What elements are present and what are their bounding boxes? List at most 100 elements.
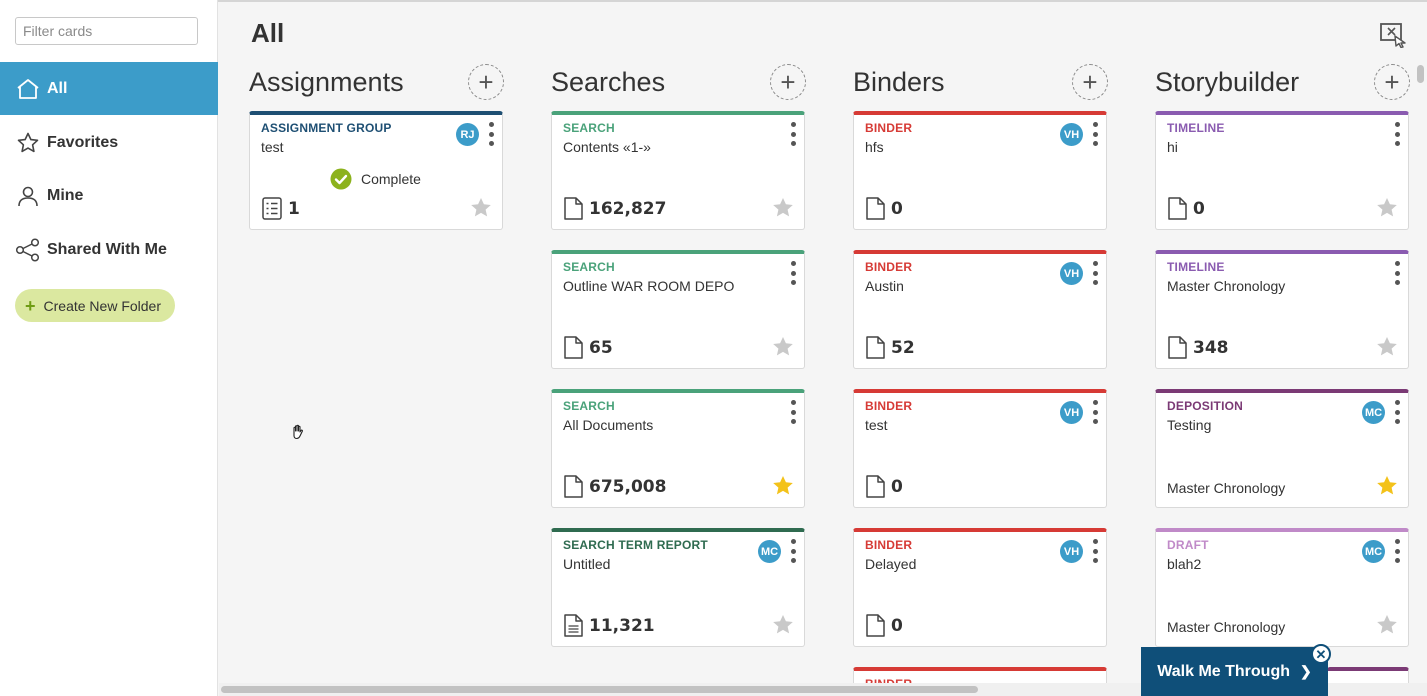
favorite-star-icon[interactable] <box>771 335 795 359</box>
card-count-value: 52 <box>891 337 915 358</box>
home-icon <box>15 76 41 102</box>
card-count: 65 <box>564 336 613 359</box>
document-icon <box>866 336 885 359</box>
card-menu-button[interactable] <box>788 122 798 146</box>
card-count-value: 0 <box>1193 198 1205 219</box>
column-header-storybuilder: Storybuilder + <box>1155 64 1410 100</box>
page-title: All <box>251 18 285 48</box>
sidebar: All Favorites Mine Shared With Me + Crea… <box>0 0 218 696</box>
close-icon[interactable]: ✕ <box>1311 644 1331 664</box>
search-card[interactable]: SEARCH All Documents 675,008 <box>551 389 805 508</box>
favorite-star-icon[interactable] <box>771 196 795 220</box>
sidebar-item-mine[interactable]: Mine <box>0 169 218 222</box>
card-menu-button[interactable] <box>1090 122 1100 146</box>
document-icon <box>1168 336 1187 359</box>
favorite-star-icon[interactable] <box>1375 196 1399 220</box>
search-card[interactable]: SEARCH Outline WAR ROOM DEPO 65 <box>551 250 805 369</box>
walk-me-through-button[interactable]: Walk Me Through ❯ <box>1141 647 1328 696</box>
sidebar-item-label: All <box>47 79 68 97</box>
column-title: Binders <box>853 66 945 97</box>
timeline-card[interactable]: TIMELINE Master Chronology 348 <box>1155 250 1409 369</box>
card-menu-button[interactable] <box>1392 261 1402 285</box>
presentation-icon[interactable] <box>1379 22 1407 49</box>
card-menu-button[interactable] <box>788 539 798 563</box>
card-type: SEARCH <box>563 399 615 413</box>
card-count: 348 <box>1168 336 1229 359</box>
add-binder-button[interactable]: + <box>1072 64 1108 100</box>
add-search-button[interactable]: + <box>770 64 806 100</box>
binder-card[interactable]: BINDER Delayed VH 0 <box>853 528 1107 647</box>
sidebar-item-shared-with-me[interactable]: Shared With Me <box>0 223 218 276</box>
status-badge: Complete <box>330 168 421 190</box>
card-type: BINDER <box>865 121 913 135</box>
card-type: BINDER <box>865 260 913 274</box>
column-title: Assignments <box>249 66 404 97</box>
favorite-star-icon[interactable] <box>771 613 795 637</box>
vertical-scrollbar-thumb[interactable] <box>1417 65 1424 83</box>
filter-cards-input[interactable] <box>15 17 198 45</box>
card-type: ASSIGNMENT GROUP <box>261 121 392 135</box>
card-menu-button[interactable] <box>1090 539 1100 563</box>
deposition-card[interactable]: DEPOSITION Testing MC Master Chronology <box>1155 389 1409 508</box>
walk-me-label: Walk Me Through <box>1157 662 1290 680</box>
card-menu-button[interactable] <box>1090 400 1100 424</box>
card-count-value: 675,008 <box>589 476 667 497</box>
draft-card[interactable]: DRAFT blah2 MC Master Chronology <box>1155 528 1409 647</box>
card-type: SEARCH <box>563 121 615 135</box>
create-new-folder-button[interactable]: + Create New Folder <box>15 289 176 322</box>
card-count-value: 348 <box>1193 337 1229 358</box>
card-count: 0 <box>866 475 903 498</box>
card-name: hfs <box>865 139 884 155</box>
check-circle-icon <box>330 168 352 190</box>
card-name: test <box>865 417 888 433</box>
document-icon <box>564 197 583 220</box>
card-menu-button[interactable] <box>1392 122 1402 146</box>
card-count-value: 1 <box>288 198 300 219</box>
card-count-value: 0 <box>891 615 903 636</box>
column-title: Storybuilder <box>1155 66 1300 97</box>
card-menu-button[interactable] <box>1392 539 1402 563</box>
card-name: Testing <box>1167 417 1212 433</box>
status-label: Complete <box>361 171 421 187</box>
share-icon <box>15 237 41 263</box>
binder-card[interactable]: BINDER test VH 0 <box>853 389 1107 508</box>
binder-card[interactable]: BINDER hfs VH 0 <box>853 111 1107 230</box>
favorite-star-icon[interactable] <box>1375 474 1399 498</box>
card-type: DRAFT <box>1167 538 1209 552</box>
avatar: VH <box>1060 401 1083 424</box>
favorite-star-icon[interactable] <box>1375 335 1399 359</box>
timeline-card[interactable]: TIMELINE hi 0 <box>1155 111 1409 230</box>
card-count: 1 <box>262 197 300 220</box>
add-storybuilder-button[interactable]: + <box>1374 64 1410 100</box>
add-assignment-button[interactable]: + <box>468 64 504 100</box>
card-name: Outline WAR ROOM DEPO <box>563 278 735 294</box>
card-menu-button[interactable] <box>788 400 798 424</box>
document-icon <box>866 197 885 220</box>
user-icon <box>15 183 41 209</box>
document-icon <box>866 475 885 498</box>
document-icon <box>1168 197 1187 220</box>
card-type: SEARCH TERM REPORT <box>563 538 708 552</box>
assignment-card[interactable]: ASSIGNMENT GROUP test RJ Complete 1 <box>249 111 503 230</box>
avatar: VH <box>1060 262 1083 285</box>
binder-card[interactable]: BINDER Austin VH 52 <box>853 250 1107 369</box>
document-icon <box>564 475 583 498</box>
card-menu-button[interactable] <box>1392 400 1402 424</box>
card-type: BINDER <box>865 399 913 413</box>
avatar: MC <box>1362 540 1385 563</box>
search-term-report-card[interactable]: SEARCH TERM REPORT Untitled MC 11,321 <box>551 528 805 647</box>
card-menu-button[interactable] <box>788 261 798 285</box>
sidebar-item-all[interactable]: All <box>0 62 218 115</box>
avatar: VH <box>1060 540 1083 563</box>
favorite-star-icon[interactable] <box>469 196 493 220</box>
sidebar-item-favorites[interactable]: Favorites <box>0 116 218 169</box>
card-type: SEARCH <box>563 260 615 274</box>
horizontal-scrollbar-thumb[interactable] <box>221 686 978 693</box>
card-name: Master Chronology <box>1167 278 1286 294</box>
card-menu-button[interactable] <box>486 122 496 146</box>
search-card[interactable]: SEARCH Contents «1-» 162,827 <box>551 111 805 230</box>
column-header-searches: Searches + <box>551 64 806 100</box>
favorite-star-icon[interactable] <box>1375 613 1399 637</box>
favorite-star-icon[interactable] <box>771 474 795 498</box>
card-menu-button[interactable] <box>1090 261 1100 285</box>
